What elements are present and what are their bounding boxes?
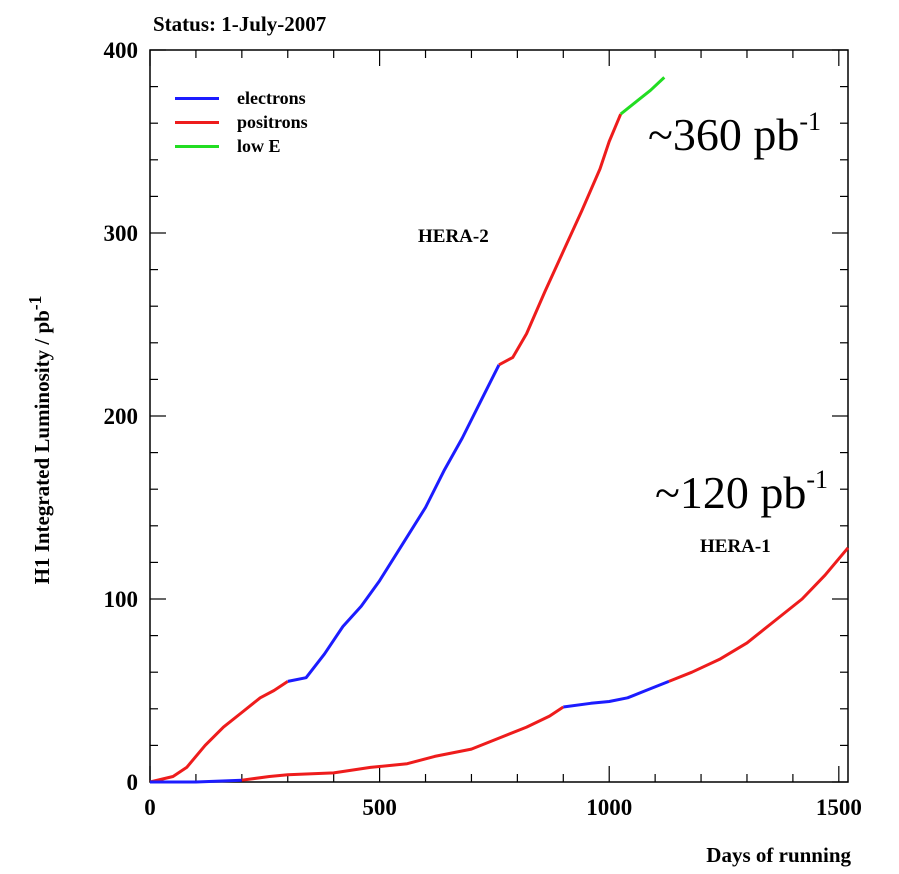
series-line-hera-1-positrons <box>669 548 848 682</box>
status-date: Status: 1-July-2007 <box>153 12 326 37</box>
legend-item-electrons: electrons <box>175 88 308 108</box>
legend-swatch-electrons <box>175 97 219 100</box>
x-tick-label: 0 <box>144 795 156 820</box>
y-tick-label: 400 <box>104 38 139 63</box>
series-line-hera-1-positrons <box>242 707 564 780</box>
series-line-hera-2-electrons <box>288 365 499 682</box>
annotation-hera2-luminosity: ~360 pb-1 <box>648 108 821 161</box>
legend-item-low-e: low E <box>175 136 308 156</box>
x-tick-label: 500 <box>362 795 397 820</box>
series-line-hera-2-positrons <box>150 681 288 782</box>
hera2-label: HERA-2 <box>418 226 489 248</box>
legend-swatch-positrons <box>175 121 219 124</box>
legend-label-electrons: electrons <box>237 88 306 109</box>
x-axis-label: Days of running <box>706 843 851 868</box>
y-tick-label: 200 <box>104 404 139 429</box>
series-line-hera-1-electrons <box>563 681 669 707</box>
data-series-lines <box>150 77 848 782</box>
y-axis-label: H1 Integrated Luminosity / pb-1 <box>25 296 55 585</box>
legend-swatch-low-e <box>175 145 219 148</box>
x-tick-label: 1500 <box>816 795 862 820</box>
legend-item-positrons: positrons <box>175 112 308 132</box>
y-tick-label: 0 <box>127 770 139 795</box>
legend-label-positrons: positrons <box>237 112 308 133</box>
hera1-label: HERA-1 <box>700 536 771 558</box>
legend: electrons positrons low E <box>175 88 308 160</box>
legend-label-low-e: low E <box>237 136 281 157</box>
y-tick-label: 300 <box>104 221 139 246</box>
series-line-hera-2-positrons <box>499 114 621 365</box>
y-tick-label: 100 <box>104 587 139 612</box>
x-tick-label: 1000 <box>586 795 632 820</box>
annotation-hera1-luminosity: ~120 pb-1 <box>655 466 828 519</box>
